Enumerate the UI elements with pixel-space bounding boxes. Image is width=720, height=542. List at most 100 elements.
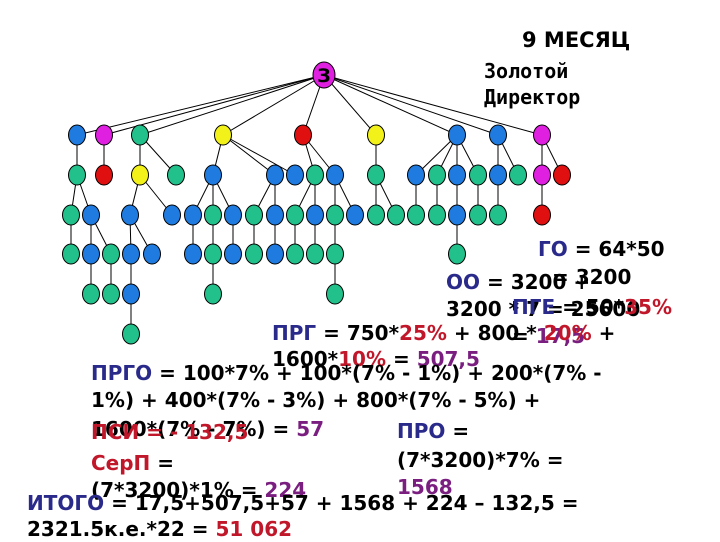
total-formula: ИТОГО = 17,5+507,5+57 + 1568 + 224 – 132… [27, 491, 579, 516]
tree-edge [323, 74, 458, 136]
tree-node [489, 204, 507, 226]
tree-node [387, 204, 405, 226]
tree-node [184, 243, 202, 265]
tree-node [326, 164, 344, 186]
tree-edge [323, 74, 543, 136]
prg-label: ПРГ [272, 321, 317, 345]
pro-line2: (7*3200)*7% = [397, 448, 564, 472]
tree-edge [222, 134, 296, 176]
tree-node [68, 164, 86, 186]
oo-line2-b: * 7 = 25600 [508, 297, 641, 321]
tree-node [82, 204, 100, 226]
pro-label: ПРО [397, 419, 446, 443]
serp-label: СерП [91, 451, 151, 475]
tree-node [245, 204, 263, 226]
psi-formula: ПСИ = - 132,5 [91, 420, 249, 445]
prg-pct2: 20% [543, 321, 592, 345]
tree-node [428, 204, 446, 226]
pge-expr: = 50* [555, 295, 625, 319]
tree-node [489, 164, 507, 186]
tree-node [266, 243, 284, 265]
pro-formula: ПРО = [397, 419, 470, 444]
tree-node [367, 124, 385, 146]
tree-node [346, 204, 364, 226]
tree-node [214, 124, 232, 146]
tree-node [469, 164, 487, 186]
pro-expr: = [445, 419, 470, 443]
tree-node [448, 204, 466, 226]
total-line1: = 17,5+507,5+57 + 1568 + 224 – 132,5 = [104, 491, 579, 515]
tree-node [163, 204, 181, 226]
tree-node [306, 204, 324, 226]
tree-node [121, 204, 139, 226]
tree-node [131, 124, 149, 146]
oo-line2-a: 3200 [446, 297, 509, 321]
tree-edge [222, 134, 276, 176]
tree-node [286, 243, 304, 265]
prg-line2: 1600*10% = 507,5 [272, 347, 480, 372]
tree-node [367, 204, 385, 226]
prg-pct3: 10% [338, 347, 386, 371]
prg-expr1: = 750* [316, 321, 400, 345]
tree-node [286, 204, 304, 226]
tree-node [95, 124, 113, 146]
root-node-label: З [317, 65, 331, 87]
prg-expr3: + [591, 321, 616, 345]
tree-node [286, 164, 304, 186]
tree-node [428, 164, 446, 186]
tree-node [143, 243, 161, 265]
rank-line-1: Золотой [484, 59, 569, 83]
pge-label: ПГЕ [512, 295, 556, 319]
psi-result: 132,5 [185, 420, 249, 444]
go-formula: ГО = 64*50 [538, 237, 665, 262]
tree-node [122, 243, 140, 265]
tree-node [448, 124, 466, 146]
tree-node [122, 283, 140, 305]
tree-node [509, 164, 527, 186]
tree-node [533, 164, 551, 186]
tree-node [266, 164, 284, 186]
prgo-formula: ПРГО = 100*7% + 100*(7% - 1%) + 200*(7% … [91, 361, 602, 386]
tree-node [294, 124, 312, 146]
tree-node [204, 164, 222, 186]
prg-eq: = [386, 347, 417, 371]
tree-node [448, 243, 466, 265]
tree-edge [323, 74, 377, 136]
tree-node [95, 164, 113, 186]
tree-node [204, 204, 222, 226]
tree-node [469, 204, 487, 226]
serp-formula: СерП = [91, 451, 174, 476]
go-result: = 3200 [552, 265, 632, 289]
tree-node [224, 204, 242, 226]
tree-node [122, 323, 140, 345]
oo-expr: = 3200 + [480, 270, 591, 294]
prg-line2-a: 1600* [272, 347, 339, 371]
tree-node [533, 204, 551, 226]
total-line2: 2321.5к.е.*22 = 51 062 [27, 517, 292, 542]
prg-result: 507,5 [416, 347, 480, 371]
go-label: ГО [538, 237, 568, 261]
tree-node [62, 204, 80, 226]
tree-edge [139, 74, 325, 136]
tree-node [102, 283, 120, 305]
tree-node [407, 204, 425, 226]
tree-node [367, 164, 385, 186]
tree-node [407, 164, 425, 186]
prg-formula: ПРГ = 750*25% + 800 * 20% + [272, 321, 616, 346]
month-title: 9 МЕСЯЦ [522, 28, 631, 52]
tree-node [102, 243, 120, 265]
prgo-line1: = 100*7% + 100*(7% - 1%) + 200*(7% - [152, 361, 602, 385]
tree-node [489, 124, 507, 146]
pge-line2: = 17,5 [512, 324, 585, 349]
prgo-line3-text: 1600*(7% - 7%) = [91, 417, 297, 441]
pge-pct: 35% [624, 295, 673, 319]
oo-line2: 3200 * 7 = 25600 [446, 297, 641, 322]
prgo-line3: 1600*(7% - 7%) = 57 [91, 417, 324, 442]
tree-node [326, 204, 344, 226]
pro-result: 1568 [397, 475, 453, 499]
go-expr: = 64*50 [567, 237, 665, 261]
oo-label: ОО [446, 270, 481, 294]
psi-label: ПСИ [91, 420, 140, 444]
prgo-line2: 1%) + 400*(7% - 3%) + 800*(7% - 5%) + [91, 388, 541, 412]
